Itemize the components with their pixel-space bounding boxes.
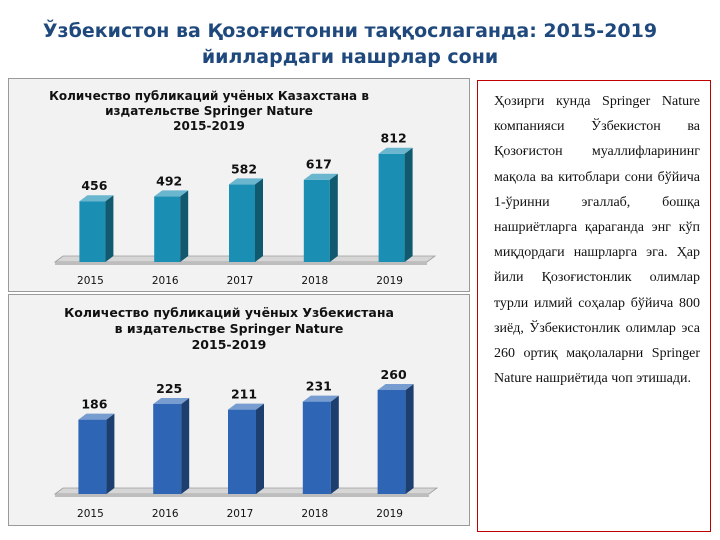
slide-title-line-2: йиллардаги нашрлар сони — [201, 46, 499, 68]
x-tick-label: 2018 — [301, 275, 328, 287]
x-tick-label: 2015 — [77, 275, 104, 287]
kazakhstan-chart-title: Количество публикаций учёных Казахстана … — [9, 89, 469, 134]
bar — [154, 190, 189, 262]
uzbekistan-chart-title-line-2: в издательстве Springer Nature — [114, 321, 344, 336]
data-label: 582 — [231, 161, 257, 176]
kazakhstan-chart: Количество публикаций учёных Казахстана … — [8, 78, 470, 292]
x-tick-label: 2017 — [227, 508, 254, 520]
x-tick-label: 2015 — [77, 508, 104, 520]
data-label: 260 — [381, 367, 407, 382]
slide-title-line-1: Ўзбекистон ва Қозоғистонни таққослаганда… — [42, 20, 658, 42]
bar — [153, 398, 190, 494]
uzbekistan-chart-title-line-3: 2015-2019 — [191, 337, 267, 352]
description-text: Ҳозирги кунда Springer Nature компанияси… — [494, 94, 700, 387]
slide-title: Ўзбекистон ва Қозоғистонни таққослаганда… — [10, 18, 690, 70]
bar — [302, 395, 339, 494]
data-label: 492 — [156, 173, 182, 188]
data-label: 225 — [156, 381, 182, 396]
uzbekistan-chart-title-line-1: Количество публикаций учёных Узбекистана — [64, 305, 394, 320]
bar — [79, 195, 114, 262]
data-label: 617 — [306, 157, 332, 172]
x-tick-label: 2019 — [376, 275, 403, 287]
kazakhstan-chart-plot: 456 2015 492 2016 582 2017 617 2018 812 2019 — [53, 131, 437, 287]
chart-floor-edge — [55, 262, 427, 265]
data-label: 231 — [306, 379, 332, 394]
kazakhstan-chart-title-line-2: издательстве Springer Nature — [105, 104, 313, 118]
bar — [78, 413, 115, 494]
uzbekistan-chart-title: Количество публикаций учёных Узбекистана… — [9, 305, 469, 353]
bar — [378, 147, 413, 262]
kazakhstan-chart-title-line-1: Количество публикаций учёных Казахстана … — [49, 89, 369, 103]
x-tick-label: 2017 — [227, 275, 254, 287]
data-label: 186 — [81, 397, 107, 412]
bar — [228, 403, 264, 494]
x-tick-label: 2016 — [152, 275, 179, 287]
bar — [303, 173, 338, 262]
x-tick-label: 2019 — [376, 508, 403, 520]
data-label: 812 — [381, 131, 407, 146]
description-panel: Ҳозирги кунда Springer Nature компанияси… — [477, 80, 711, 532]
uzbekistan-chart: Количество публикаций учёных Узбекистана… — [8, 294, 470, 526]
kazakhstan-chart-title-line-3: 2015-2019 — [173, 119, 245, 133]
bar — [229, 178, 263, 262]
uzbekistan-chart-plot: 186 2015 225 2016 211 2017 231 2018 260 2019 — [53, 367, 439, 520]
data-label: 456 — [81, 178, 107, 193]
x-tick-label: 2016 — [152, 508, 179, 520]
x-tick-label: 2018 — [301, 508, 328, 520]
bar — [377, 384, 414, 494]
chart-floor-edge — [55, 494, 429, 497]
data-label: 211 — [231, 387, 257, 402]
